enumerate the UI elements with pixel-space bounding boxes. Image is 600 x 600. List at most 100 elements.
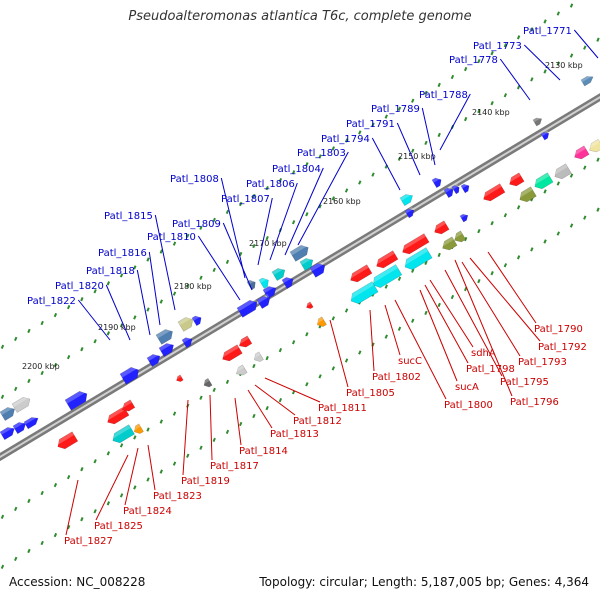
gene-feature (348, 281, 379, 304)
gene-feature (532, 172, 554, 190)
tick-mark (583, 215, 587, 220)
tick-mark (66, 524, 71, 530)
tick-mark (80, 297, 84, 302)
gene-feature (220, 344, 243, 362)
leader-line (329, 319, 349, 388)
tick-mark (265, 405, 269, 411)
gene-feature (181, 335, 193, 349)
tick-mark (477, 278, 481, 284)
tick-mark (199, 445, 203, 450)
gene-label-forward: Patl_1820 (55, 281, 104, 292)
leader-line (147, 444, 156, 491)
gene-label-reverse: Patl_1796 (510, 397, 559, 408)
tick-mark (305, 332, 309, 337)
gene-feature (404, 206, 415, 219)
tick-mark (596, 157, 600, 162)
tick-mark (133, 315, 137, 320)
gene-label-reverse: Patl_1819 (181, 476, 230, 487)
tick-mark (80, 347, 84, 352)
tick-mark (384, 114, 388, 119)
tick-mark (252, 363, 256, 369)
gene-label-forward: Patl_1822 (27, 296, 76, 307)
gene-label-forward: Patl_1791 (346, 119, 395, 130)
gene-feature (64, 388, 88, 411)
tick-mark (0, 394, 5, 399)
tick-mark (371, 122, 375, 127)
tick-mark (199, 275, 203, 280)
tick-mark (543, 69, 547, 74)
tick-mark (305, 212, 309, 217)
tick-mark (503, 43, 508, 48)
gene-label-reverse: Patl_1800 (444, 400, 493, 411)
leader-line (254, 384, 296, 416)
tick-mark (411, 318, 415, 323)
gene-feature (146, 351, 161, 367)
tick-mark (66, 304, 71, 310)
tick-mark (450, 294, 455, 300)
tick-mark (225, 209, 230, 215)
tick-mark (556, 181, 560, 186)
tick-mark (0, 344, 5, 349)
gene-feature (258, 275, 269, 289)
tick-mark (464, 236, 468, 242)
gene-label-reverse: Patl_1805 (346, 388, 395, 399)
tick-mark (516, 85, 521, 90)
tick-mark (225, 429, 230, 435)
gene-feature (507, 172, 525, 187)
tick-mark (93, 289, 97, 294)
tick-mark (291, 340, 296, 345)
tick-mark (252, 243, 256, 249)
tick-mark (14, 386, 18, 392)
tick-mark (27, 548, 31, 554)
tick-mark (53, 362, 58, 368)
gene-feature (202, 378, 213, 388)
leader-line (371, 137, 401, 191)
gene-label-forward: Patl_1778 (449, 55, 498, 66)
tick-mark (397, 156, 402, 161)
tick-mark (278, 398, 283, 403)
gene-feature (110, 424, 135, 444)
tick-mark (66, 474, 71, 480)
tick-mark (477, 108, 481, 114)
gene-label-reverse: Patl_1812 (293, 416, 342, 427)
leader-line (148, 251, 161, 326)
tick-mark (384, 334, 388, 339)
tick-mark (239, 251, 243, 257)
tick-mark (212, 387, 216, 392)
leader-line (454, 259, 513, 397)
tick-mark (477, 228, 481, 234)
tick-mark (106, 451, 111, 456)
leader-line (284, 167, 324, 256)
tick-mark (437, 82, 441, 88)
scale-label: 2200 kbp (22, 362, 60, 371)
gene-feature (299, 255, 314, 271)
tick-mark (159, 469, 163, 474)
gene-feature (0, 424, 15, 441)
scale-layer: 2130 kbp 2140 kbp 2150 kbp 2160 kbp 2170 kbp… (0, 3, 600, 569)
gene-label-forward: Patl_1803 (297, 148, 346, 159)
gene-label-reverse: Patl_1811 (318, 403, 367, 414)
leader-line (421, 107, 436, 166)
tick-mark (53, 312, 58, 318)
scale-label: 2130 kbp (545, 61, 583, 70)
leader-line (499, 58, 531, 101)
tick-mark (106, 501, 111, 506)
map-title: Pseudoalteromonas atlantica T6c, complet… (128, 9, 472, 24)
gene-feature (460, 182, 470, 194)
leader-line (209, 394, 213, 461)
tick-mark (305, 162, 309, 167)
gene-label-forward: Patl_1810 (147, 232, 196, 243)
tick-mark (146, 477, 150, 482)
tick-mark (278, 178, 283, 183)
tick-mark (93, 339, 97, 344)
scale-label: 2170 kbp (249, 239, 287, 248)
gene-feature (0, 404, 15, 421)
leader-line (269, 182, 298, 261)
leader-line (487, 251, 537, 324)
tick-mark (437, 132, 441, 138)
gene-label-reverse: Patl_1798 (466, 364, 515, 375)
gene-feature (289, 242, 309, 262)
tick-mark (252, 413, 256, 419)
tick-mark (331, 366, 336, 371)
gene-label-reverse: Patl_1793 (518, 357, 567, 368)
